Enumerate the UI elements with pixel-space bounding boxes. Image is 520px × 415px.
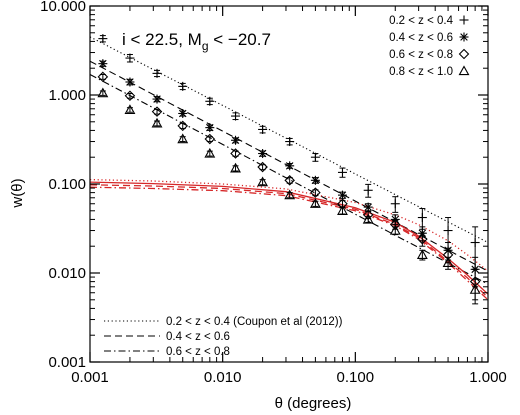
legend-marker-series-1 xyxy=(459,15,469,25)
data-point-series-3 xyxy=(204,133,216,145)
legend-marker-series-4 xyxy=(458,65,470,76)
legend-label-series-2: 0.4 < z < 0.6 xyxy=(389,32,453,44)
data-point-series-4 xyxy=(442,257,454,268)
data-point-series-4 xyxy=(389,224,401,235)
model-curve-3 xyxy=(90,184,488,298)
data-point-series-1 xyxy=(258,124,268,134)
legend-marker-series-2 xyxy=(459,32,469,42)
data-point-series-4 xyxy=(177,133,189,144)
error-bar xyxy=(286,192,293,199)
data-point-series-1 xyxy=(205,96,215,106)
error-bar xyxy=(179,136,186,143)
data-point-series-2 xyxy=(125,77,135,87)
data-point-series-3 xyxy=(417,233,428,245)
error-bar xyxy=(232,165,239,172)
data-point-series-2 xyxy=(231,135,241,145)
sample-annotation: i < 22.5, Mg < −20.7 xyxy=(122,30,271,53)
legend-marker-series-3 xyxy=(458,48,470,60)
legend-label-series-4: 0.8 < z < 1.0 xyxy=(389,66,453,78)
data-point-series-1 xyxy=(152,68,162,78)
model-curve-4 xyxy=(90,186,488,301)
x-tick-label: 1.000 xyxy=(469,369,507,386)
data-point-series-1 xyxy=(285,137,295,147)
data-point-series-1 xyxy=(98,34,108,44)
data-point-series-1 xyxy=(337,167,347,177)
data-point-series-2 xyxy=(310,175,320,185)
error-bar xyxy=(365,216,372,223)
error-bar xyxy=(259,179,266,186)
data-point-series-4 xyxy=(337,205,348,215)
y-tick-label: 0.100 xyxy=(48,176,86,193)
error-bar xyxy=(472,278,479,305)
legend-line-label-3: 0.6 < z < 0.8 xyxy=(166,346,230,358)
data-point-series-1 xyxy=(417,213,427,223)
data-point-series-2 xyxy=(98,59,108,69)
x-axis-title: θ (degrees) xyxy=(275,395,352,412)
data-point-series-4 xyxy=(416,249,428,259)
model-curve-1 xyxy=(90,178,488,272)
data-point-series-2 xyxy=(337,190,347,200)
y-tick-label: 1.000 xyxy=(48,87,86,104)
legend-line-label-2: 0.4 < z < 0.6 xyxy=(166,331,230,343)
legend-line-label-1: 0.2 < z < 0.4 (Coupon et al (2012)) xyxy=(166,316,343,328)
x-tick-label: 0.100 xyxy=(337,369,375,386)
data-point-series-4 xyxy=(151,117,163,128)
data-point-series-3 xyxy=(151,106,163,117)
x-tick-label: 0.010 xyxy=(204,369,242,386)
error-bar xyxy=(126,107,133,113)
data-point-series-1 xyxy=(390,199,400,209)
legend-label-series-3: 0.6 < z < 0.8 xyxy=(389,49,453,61)
plot-layer xyxy=(90,34,488,305)
data-point-series-3 xyxy=(230,148,241,159)
data-point-series-4 xyxy=(124,104,136,115)
data-point-series-3 xyxy=(177,120,189,132)
data-point-series-4 xyxy=(204,147,216,158)
data-point-series-3 xyxy=(257,161,268,173)
data-point-series-2 xyxy=(285,161,295,171)
data-point-series-1 xyxy=(178,81,188,91)
error-bar xyxy=(206,150,213,157)
data-point-series-2 xyxy=(178,108,188,118)
data-point-series-4 xyxy=(97,87,109,98)
data-point-series-1 xyxy=(443,226,453,236)
data-point-series-2 xyxy=(258,149,268,159)
error-bar xyxy=(99,90,106,96)
data-point-series-1 xyxy=(363,185,373,195)
y-tick-label: 0.001 xyxy=(48,354,86,371)
data-point-series-3 xyxy=(124,90,136,102)
line-legend: 0.2 < z < 0.4 (Coupon et al (2012)) 0.4 <… xyxy=(104,316,343,358)
data-point-series-4 xyxy=(309,198,321,208)
data-point-series-1 xyxy=(231,111,241,121)
data-point-series-3 xyxy=(310,187,321,198)
data-point-series-4 xyxy=(284,189,296,200)
legend-label-series-1: 0.2 < z < 0.4 xyxy=(389,15,454,27)
error-bar xyxy=(312,200,319,207)
x-tick-label: 0.001 xyxy=(71,369,109,386)
data-point-series-1 xyxy=(310,152,320,162)
sample-annotation-subscript: g xyxy=(202,39,209,53)
data-point-series-2 xyxy=(363,202,373,212)
data-point-series-4 xyxy=(230,162,241,173)
fit-line-3 xyxy=(90,74,488,285)
marker-legend: 0.2 < z < 0.4 0.4 < z < 0.6 0.6 < z < 0.8 0… xyxy=(389,15,470,78)
data-point-series-2 xyxy=(152,94,162,104)
data-point-series-1 xyxy=(470,238,480,248)
data-point-series-4 xyxy=(362,213,374,224)
data-point-series-3 xyxy=(284,175,295,186)
model-curve-2 xyxy=(90,181,488,295)
data-point-series-4 xyxy=(257,176,269,187)
error-bar xyxy=(154,120,161,127)
data-point-series-3 xyxy=(97,71,109,83)
axes-layer: 0.001 0.010 0.100 1.000 0.001 0.010 0.100 1.000… xyxy=(40,0,507,386)
data-point-series-2 xyxy=(205,123,215,133)
y-tick-label: 10.000 xyxy=(40,0,86,15)
y-axis-title: w(θ) xyxy=(9,178,26,208)
data-point-series-4 xyxy=(469,284,481,294)
y-tick-label: 0.010 xyxy=(48,265,86,282)
data-point-series-1 xyxy=(125,53,135,63)
